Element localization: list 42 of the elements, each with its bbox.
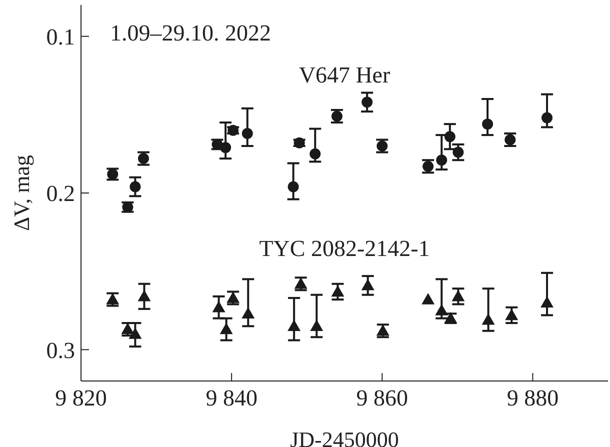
point xyxy=(288,320,301,332)
point xyxy=(452,146,464,158)
point xyxy=(226,291,240,303)
point xyxy=(242,307,255,319)
point xyxy=(310,148,321,160)
point xyxy=(310,320,324,332)
point xyxy=(138,290,151,302)
y-tick-label: 0.3 xyxy=(46,338,75,363)
point xyxy=(505,308,518,320)
point xyxy=(288,181,299,192)
x-axis-title: JD-2450000 xyxy=(290,427,399,447)
point xyxy=(362,96,373,108)
y-tick-label: 0.2 xyxy=(46,181,75,206)
annotation: 1.09–29.10. 2022 xyxy=(110,20,271,46)
point xyxy=(452,290,465,302)
point xyxy=(435,304,448,316)
point xyxy=(106,293,120,304)
point xyxy=(128,328,142,339)
y-axis-title: ΔV, mag xyxy=(9,154,34,232)
series-label: TYC 2082-2142-1 xyxy=(259,236,430,262)
point xyxy=(331,285,344,297)
point xyxy=(436,154,448,166)
point xyxy=(482,313,495,325)
point xyxy=(361,278,374,290)
x-tick-label: 9 820 xyxy=(55,385,107,410)
point xyxy=(130,181,141,192)
point xyxy=(542,112,553,124)
x-tick-label: 9 840 xyxy=(206,385,258,410)
series-label: V647 Her xyxy=(298,62,391,88)
x-tick-label: 9 880 xyxy=(506,385,559,410)
y-tick-label: 0.1 xyxy=(46,24,75,50)
point xyxy=(422,293,435,304)
point xyxy=(220,322,233,334)
point xyxy=(376,324,390,336)
point xyxy=(294,277,308,289)
point xyxy=(540,296,554,308)
point xyxy=(482,118,494,130)
point xyxy=(220,142,232,154)
point xyxy=(444,131,456,142)
x-tick-label: 9 860 xyxy=(356,385,408,410)
point xyxy=(212,300,226,312)
point xyxy=(242,128,253,139)
